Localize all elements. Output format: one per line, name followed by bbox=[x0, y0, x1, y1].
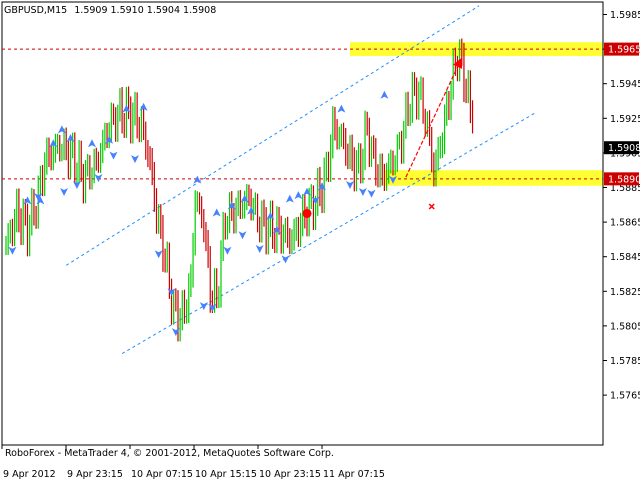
resistance-price-label-bg bbox=[604, 42, 639, 56]
fractal-down-marker bbox=[109, 151, 118, 160]
fractal-up-marker bbox=[193, 175, 202, 184]
horizontal-levels bbox=[2, 48, 603, 180]
fractal-down-marker bbox=[154, 250, 163, 259]
fractal-down-marker bbox=[8, 246, 17, 255]
fractal-up-marker bbox=[212, 208, 221, 217]
fractal-down-marker bbox=[389, 175, 397, 184]
zone-rect bbox=[385, 170, 603, 186]
y-tick-label: 1.5765 bbox=[610, 391, 640, 402]
chart-frame bbox=[1, 1, 604, 446]
y-tick-label: 1.5845 bbox=[610, 252, 640, 263]
forecast-arrow-head bbox=[453, 57, 463, 69]
fractal-down-marker bbox=[72, 181, 81, 190]
fractal-up-marker bbox=[49, 139, 58, 148]
fractal-up-marker bbox=[122, 104, 131, 113]
fractal-up-marker bbox=[36, 196, 45, 205]
y-tick-label: 1.5805 bbox=[610, 321, 640, 332]
symbol-timeframe: GBPUSD,M15 bbox=[4, 5, 67, 16]
y-tick-label: 1.5945 bbox=[610, 79, 640, 90]
current-price-label-bg bbox=[604, 141, 639, 155]
symbol-header: GBPUSD,M15 1.5909 1.5910 1.5904 1.5908 bbox=[4, 5, 216, 16]
fractal-down-marker bbox=[346, 181, 354, 190]
fractal-markers bbox=[8, 90, 397, 337]
fractal-down-marker bbox=[358, 187, 367, 196]
fractal-up-marker bbox=[240, 194, 249, 203]
fractal-up-marker bbox=[294, 191, 303, 200]
fractal-down-marker bbox=[131, 155, 139, 164]
x-tick-label: 10 Apr 23:15 bbox=[259, 469, 321, 480]
fractal-down-marker bbox=[281, 255, 290, 264]
y-tick-label: 1.5925 bbox=[610, 114, 640, 125]
current-price-label: 1.5908 bbox=[608, 143, 640, 154]
fractal-up-marker bbox=[88, 139, 96, 148]
fractal-up-marker bbox=[272, 225, 281, 234]
fractal-up-marker bbox=[337, 104, 346, 113]
candles bbox=[5, 38, 474, 342]
fractal-down-marker bbox=[34, 193, 43, 202]
x-tick-label: 11 Apr 07:15 bbox=[323, 469, 385, 480]
fractal-down-marker bbox=[255, 245, 264, 254]
plot-frame bbox=[1, 1, 604, 446]
ohlc-values: 1.5909 1.5910 1.5904 1.5908 bbox=[74, 5, 216, 16]
fractal-down-marker bbox=[171, 328, 180, 337]
fractal-down-marker bbox=[238, 231, 247, 240]
x-tick-label: 9 Apr 2012 bbox=[3, 469, 56, 480]
fractal-down-marker bbox=[367, 189, 376, 198]
fractal-down-marker bbox=[94, 174, 103, 183]
fractal-up-marker bbox=[227, 201, 236, 210]
y-tick-label: 1.5865 bbox=[610, 218, 640, 229]
fractal-up-marker bbox=[318, 182, 327, 191]
fractal-up-marker bbox=[380, 90, 389, 99]
copyright-text: RoboForex - MetaTrader 4, © 2001-2012, M… bbox=[5, 448, 334, 459]
fractal-down-marker bbox=[199, 302, 208, 311]
x-tick-label: 10 Apr 15:15 bbox=[195, 469, 257, 480]
fractal-up-marker bbox=[139, 102, 148, 111]
forecast-annotations bbox=[302, 57, 463, 218]
support-price-label-bg bbox=[604, 172, 639, 186]
fractal-down-marker bbox=[208, 303, 217, 312]
fractal-up-marker bbox=[23, 196, 32, 205]
fractal-down-marker bbox=[223, 246, 232, 255]
trend-channel bbox=[65, 5, 536, 355]
cancel-mark bbox=[428, 203, 435, 210]
x-tick-label: 9 Apr 23:15 bbox=[67, 469, 123, 480]
fractal-up-marker bbox=[285, 194, 294, 203]
x-tick-label: 10 Apr 07:15 bbox=[131, 469, 193, 480]
axes: 1.59851.59651.59451.59251.59051.58851.58… bbox=[1, 10, 640, 480]
y-tick-label: 1.5825 bbox=[610, 287, 640, 298]
fractal-up-marker bbox=[57, 125, 66, 134]
y-tick-label: 1.5785 bbox=[610, 356, 640, 367]
support-price-label: 1.5890 bbox=[608, 174, 640, 185]
y-tick-label: 1.5985 bbox=[610, 10, 640, 21]
fractal-up-marker bbox=[266, 211, 275, 220]
fractal-up-marker bbox=[105, 135, 114, 144]
fractal-down-marker bbox=[167, 288, 176, 297]
resistance-price-label: 1.5965 bbox=[608, 45, 640, 56]
channel-line bbox=[121, 112, 536, 355]
fractal-down-marker bbox=[311, 196, 320, 205]
fractal-up-marker bbox=[66, 134, 75, 143]
fractal-down-marker bbox=[60, 187, 69, 196]
y-tick-label: 1.5885 bbox=[610, 183, 640, 194]
forecast-arrow-line bbox=[405, 57, 463, 178]
entry-point-marker bbox=[302, 208, 312, 218]
fractal-up-marker bbox=[303, 187, 311, 196]
fractal-up-marker bbox=[247, 206, 256, 215]
